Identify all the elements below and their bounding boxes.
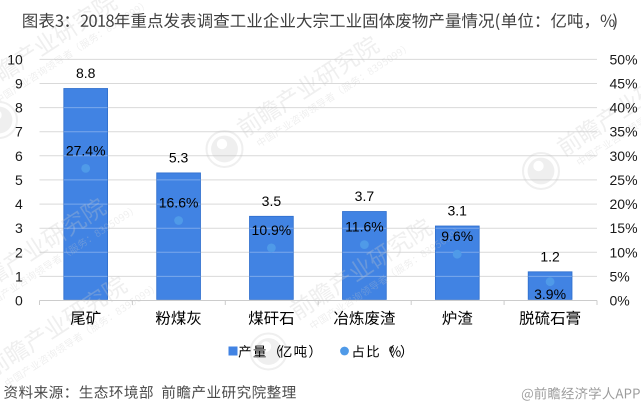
svg-text:7: 7: [15, 124, 23, 140]
svg-text:3.7: 3.7: [355, 188, 375, 204]
svg-text:5: 5: [15, 172, 23, 188]
svg-text:0: 0: [15, 293, 23, 309]
svg-text:15%: 15%: [610, 220, 638, 236]
svg-text:25%: 25%: [610, 172, 638, 188]
svg-text:16.6%: 16.6%: [159, 195, 199, 211]
svg-text:8.8: 8.8: [76, 65, 96, 81]
svg-text:5%: 5%: [610, 268, 630, 284]
svg-text:40%: 40%: [610, 100, 638, 116]
svg-text:1.2: 1.2: [540, 249, 560, 265]
svg-text:10: 10: [7, 51, 23, 67]
svg-text:3: 3: [15, 220, 23, 236]
svg-text:45%: 45%: [610, 76, 638, 92]
svg-text:30%: 30%: [610, 148, 638, 164]
svg-text:6: 6: [15, 148, 23, 164]
svg-text:50%: 50%: [610, 51, 638, 67]
svg-text:11.6%: 11.6%: [345, 219, 384, 235]
svg-text:9: 9: [15, 76, 23, 92]
svg-text:27.4%: 27.4%: [66, 142, 106, 158]
svg-text:0%: 0%: [610, 293, 630, 309]
svg-text:8: 8: [15, 100, 23, 116]
svg-text:35%: 35%: [610, 124, 638, 140]
svg-text:20%: 20%: [610, 196, 638, 212]
svg-text:3.5: 3.5: [262, 193, 282, 209]
svg-text:10%: 10%: [610, 244, 638, 260]
svg-text:4: 4: [15, 196, 23, 212]
svg-text:3.1: 3.1: [447, 203, 467, 219]
svg-text:9.6%: 9.6%: [441, 228, 473, 244]
svg-text:10.9%: 10.9%: [252, 222, 292, 238]
svg-text:2: 2: [15, 244, 23, 260]
svg-text:3.9%: 3.9%: [534, 286, 566, 302]
svg-text:1: 1: [15, 268, 23, 284]
svg-text:5.3: 5.3: [169, 150, 189, 166]
